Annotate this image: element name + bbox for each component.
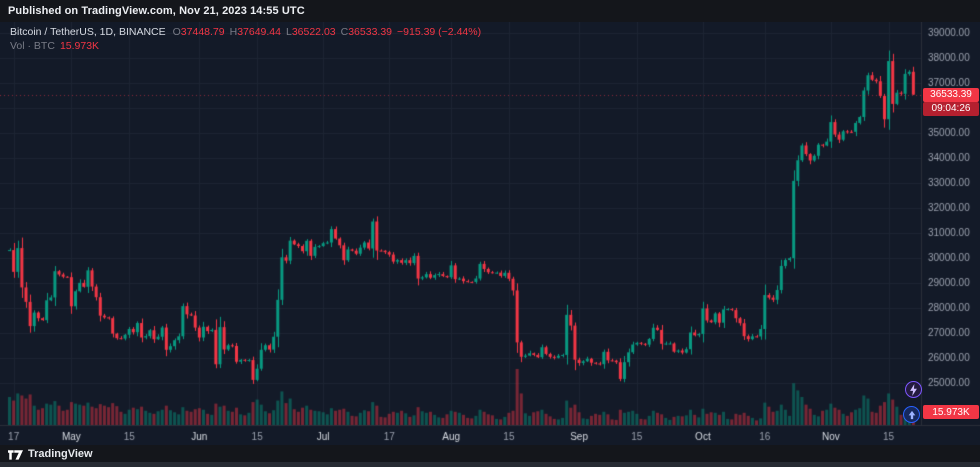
published-text: Published on TradingView.com, Nov 21, 20… <box>8 5 305 17</box>
bar-countdown-tag: 09:04:26 <box>923 101 979 116</box>
ohlc-o-label: O <box>172 26 181 38</box>
price-scale[interactable] <box>922 22 980 425</box>
footer-bar: TradingView <box>0 445 980 462</box>
ohlc-l-label: L <box>285 26 292 38</box>
ohlc-c-label: C <box>340 26 349 38</box>
last-price-tag: 36533.39 <box>923 87 979 102</box>
published-bar: Published on TradingView.com, Nov 21, 20… <box>0 0 980 22</box>
boost-button[interactable] <box>905 381 922 398</box>
volume-value: 15.973K <box>59 40 100 52</box>
ohlc-h-value: 37649.44 <box>237 26 281 38</box>
chart-area: Bitcoin / TetherUS, 1D, BINANCE O37448.79… <box>0 22 980 445</box>
up-arrow-icon <box>908 410 915 419</box>
legend-row-main: Bitcoin / TetherUS, 1D, BINANCE O37448.79… <box>10 25 481 39</box>
symbol-title[interactable]: Bitcoin / TetherUS, 1D, BINANCE <box>10 26 166 38</box>
lightning-icon <box>910 383 917 396</box>
ohlc-l-value: 36522.03 <box>291 26 336 38</box>
bottom-strip <box>0 462 980 467</box>
tradingview-brand-link[interactable]: TradingView <box>8 448 93 460</box>
ohlc-o-value: 37448.79 <box>180 26 225 38</box>
ohlc-c-value: 36533.39 <box>348 26 393 38</box>
volume-label: Vol · BTC <box>10 40 55 52</box>
ohlc-h-label: H <box>229 26 238 38</box>
tradingview-logo-text: TradingView <box>28 447 93 460</box>
chart-legend: Bitcoin / TetherUS, 1D, BINANCE O37448.79… <box>10 25 481 53</box>
chart-canvas[interactable] <box>0 22 980 445</box>
tradingview-logo-icon <box>8 449 23 460</box>
time-scale[interactable] <box>0 425 922 445</box>
change-value: −915.39 (−2.44%) <box>397 26 482 38</box>
vote-button[interactable] <box>903 406 920 423</box>
volume-axis-tag: 15.973K <box>923 405 979 419</box>
legend-row-volume: Vol · BTC 15.973K <box>10 39 481 53</box>
